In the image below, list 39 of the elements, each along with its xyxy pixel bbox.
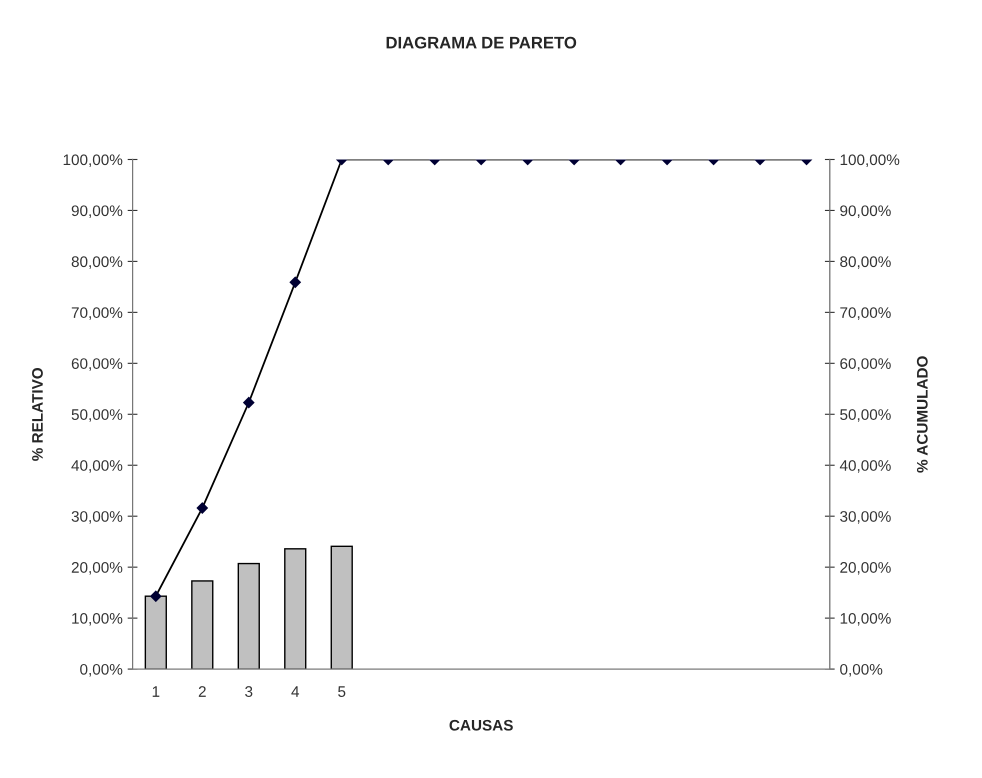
y-tick-label: 30,00% — [72, 511, 122, 524]
y2-tick-label: 10,00% — [840, 612, 891, 626]
y-tick-label: 80,00% — [72, 256, 122, 269]
y2-tick-label: 70,00% — [840, 307, 891, 320]
y-tick-label: 90,00% — [72, 205, 122, 218]
point — [150, 590, 162, 602]
y2-tick-label: 60,00% — [840, 358, 891, 371]
y-tick-label: 50,00% — [72, 409, 122, 422]
y2-axis-title: % ACUMULADO — [916, 356, 928, 473]
y2-tick-label: 40,00% — [840, 460, 891, 473]
bar — [284, 548, 306, 670]
x-tick-label: 3 — [245, 686, 252, 697]
y2-tick-label: 80,00% — [840, 256, 891, 269]
y-tick-label: 10,00% — [72, 612, 122, 626]
bar — [191, 580, 214, 670]
y2-tick-label: 20,00% — [840, 562, 891, 575]
y2-tick-label: 30,00% — [840, 511, 891, 524]
y-axis-title: % RELATIVO — [32, 368, 43, 461]
y-tick-label: 20,00% — [72, 562, 122, 575]
y-tick-label: 40,00% — [71, 460, 122, 473]
y-tick-label: 100,00% — [64, 154, 122, 167]
bar — [238, 562, 260, 670]
y-tick-label: 0,00% — [80, 664, 122, 677]
y-tick-label: 60,00% — [72, 358, 122, 371]
point — [243, 396, 254, 408]
x-tick-label: 1 — [152, 686, 160, 697]
point — [196, 502, 208, 514]
x-axis-title: CAUSAS — [450, 720, 513, 731]
y2-tick-label: 100,00% — [840, 154, 900, 167]
x-tick-label: 5 — [338, 686, 346, 697]
chart-title: DIAGRAMA DE PARETO — [386, 36, 576, 49]
y2-tick-label: 90,00% — [840, 205, 891, 218]
x-tick-label: 2 — [198, 686, 206, 697]
bar — [330, 546, 353, 670]
bar — [144, 596, 167, 670]
y-tick-label: 70,00% — [72, 307, 122, 320]
y2-tick-label: 0,00% — [840, 664, 882, 677]
y2-tick-label: 50,00% — [840, 409, 891, 422]
x-tick-label: 4 — [291, 686, 300, 697]
